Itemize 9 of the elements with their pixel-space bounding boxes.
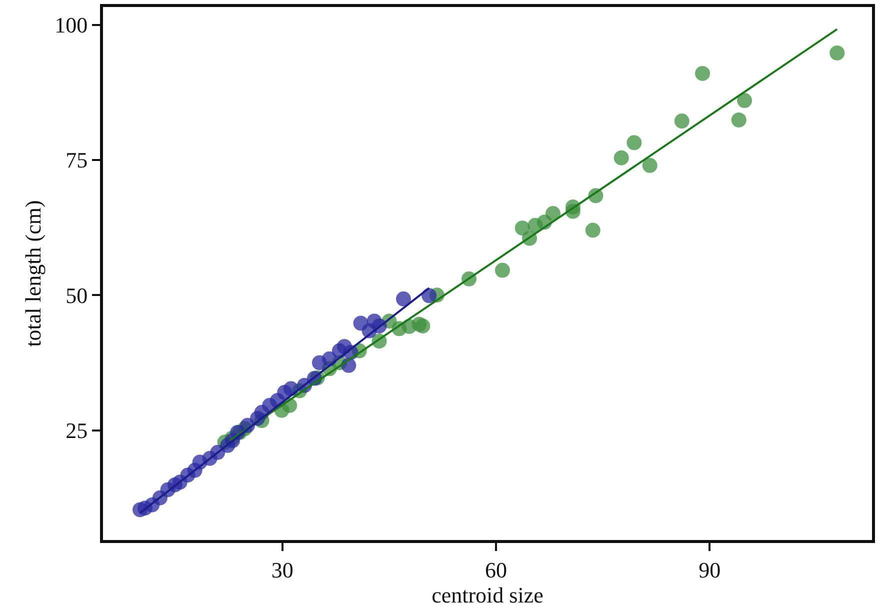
- y-tick-label: 75: [66, 148, 88, 173]
- y-axis-title: total length (cm): [20, 200, 46, 347]
- y-tick-label: 100: [54, 12, 88, 38]
- y-tick-label: 50: [66, 282, 88, 308]
- x-tick-label: 30: [271, 557, 294, 582]
- x-tick-label: 60: [485, 557, 508, 582]
- x-axis-title: centroid size: [432, 582, 544, 608]
- y-tick-label: 25: [66, 418, 88, 443]
- x-tick-label: 90: [698, 557, 721, 582]
